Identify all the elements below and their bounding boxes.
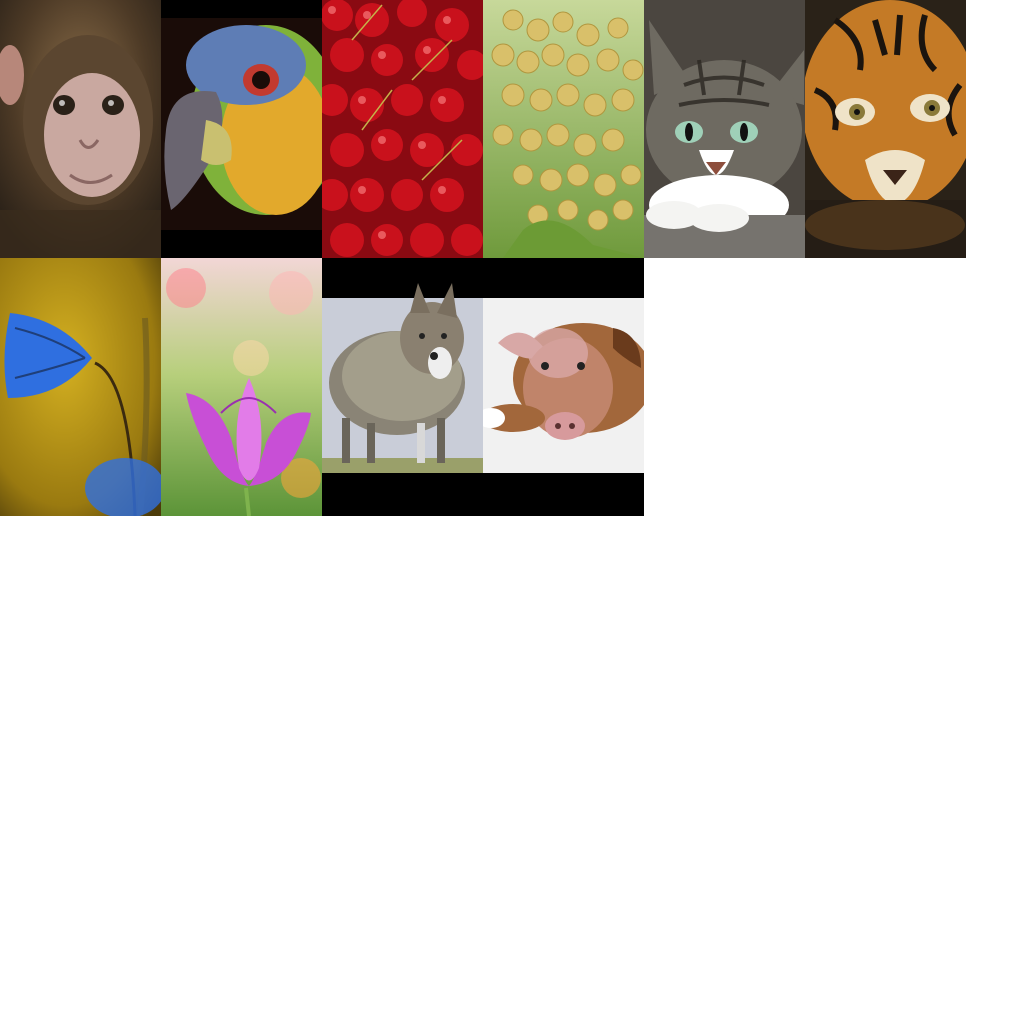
bluebell-photo (0, 258, 161, 516)
wolf-sheep-photo (322, 258, 483, 516)
monkey-photo (0, 0, 161, 258)
grapes-photo (483, 0, 644, 258)
dog-pig-photo (483, 258, 644, 516)
tulip-photo (161, 258, 322, 516)
cat-photo (644, 0, 805, 258)
parrot-photo (161, 0, 322, 258)
cherries-photo (322, 0, 483, 258)
tiger-photo (805, 0, 966, 258)
